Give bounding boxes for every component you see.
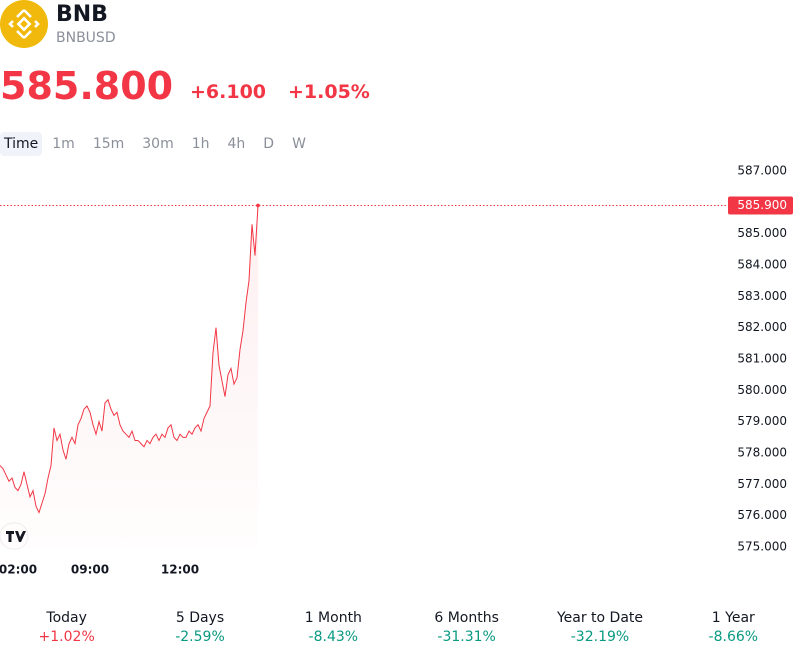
area: [0, 205, 258, 547]
interval-tab[interactable]: 4h: [227, 136, 246, 152]
y-tick-label: 580.000: [737, 383, 787, 397]
performance-item[interactable]: Year to Date -32.19%: [533, 610, 666, 648]
interval-tabs: Time 1m 15m 30m 1h 4h D W: [0, 132, 316, 156]
y-tick-label: 578.000: [737, 446, 787, 460]
interval-tab[interactable]: 1h: [191, 136, 210, 152]
period: 6 Months: [434, 610, 499, 626]
interval-tab[interactable]: 15m: [92, 136, 125, 152]
period-change: -31.31%: [437, 629, 496, 645]
y-tick-label: 584.000: [737, 258, 787, 272]
y-tick-label: 583.000: [737, 289, 787, 303]
period: 1 Year: [711, 610, 755, 626]
x-tick-label: 09:00: [71, 563, 109, 577]
symbol: BNB: [56, 2, 108, 27]
y-tick-label: 587.000: [737, 164, 787, 178]
period-change: -8.66%: [708, 629, 759, 645]
performance-item[interactable]: 6 Months -31.31%: [400, 610, 533, 648]
x-tick-label: 12:00: [161, 563, 199, 577]
period: 5 Days: [175, 610, 225, 626]
y-tick-label: 582.000: [737, 320, 787, 334]
period-change: -32.19%: [570, 629, 630, 645]
period-change: -2.59%: [175, 629, 225, 645]
price: 585.800: [0, 64, 174, 108]
interval-tab[interactable]: 1m: [52, 136, 75, 152]
y-tick-label: 577.000: [737, 477, 787, 491]
period: Year to Date: [556, 610, 643, 626]
period-change: -8.43%: [308, 629, 359, 645]
interval-tab[interactable]: Time: [0, 132, 43, 156]
performance-item[interactable]: 1 Year -8.66%: [667, 610, 800, 648]
interval-tab[interactable]: W: [292, 136, 306, 152]
performance-item[interactable]: 5 Days -2.59%: [133, 610, 266, 648]
chart: 575.000 576.000 577.000 578.000 579.000 580.0…: [0, 164, 793, 577]
performance: Today +1.02% 5 Days -2.59% 1 Month -8.43% 6 Mo…: [0, 610, 800, 648]
pair: BNBUSD: [56, 30, 116, 46]
y-tick-label: 585.000: [737, 226, 787, 240]
y-tick-label: 576.000: [737, 508, 787, 522]
interval-tab[interactable]: D: [263, 136, 275, 152]
x-tick-label: 02:00: [0, 563, 37, 577]
last-point: [256, 203, 260, 208]
period-change: +1.02%: [38, 629, 95, 645]
change: +6.100: [190, 81, 267, 103]
change-percent: +1.05%: [288, 81, 370, 103]
y-tick-label: 581.000: [737, 352, 787, 366]
y-tick-label: 579.000: [737, 414, 787, 428]
y-tick-label: 575.000: [737, 540, 787, 554]
last-price-box: [728, 196, 793, 215]
logo: [0, 0, 48, 48]
performance-item[interactable]: 1 Month -8.43%: [267, 610, 400, 648]
line: [0, 205, 259, 514]
interval-tab[interactable]: 30m: [142, 136, 174, 152]
period: Today: [46, 610, 87, 626]
period: 1 Month: [304, 610, 362, 626]
last-price-label: 585.900: [737, 198, 787, 212]
performance-item[interactable]: Today +1.02%: [0, 610, 133, 648]
